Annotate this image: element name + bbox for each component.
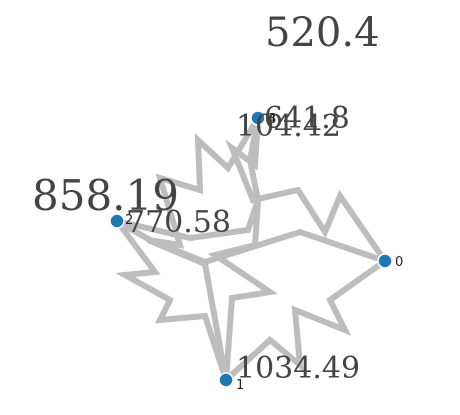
floating-value-label-1: 858.19 — [32, 171, 179, 220]
edge-2-0 — [115, 218, 386, 266]
edges-layer — [114, 116, 388, 383]
node-value-label-3: 641.8 — [264, 101, 350, 136]
edge-3-2 — [116, 117, 262, 242]
node-id-label-0: 0 — [395, 255, 403, 270]
floating-value-label-0: 520.4 — [265, 10, 380, 56]
node-0[interactable] — [377, 253, 393, 269]
node-1[interactable] — [218, 372, 234, 388]
edge-2-1 — [114, 219, 229, 381]
nodes-layer — [109, 110, 393, 388]
node-id-label-3: 3 — [268, 112, 276, 127]
node-id-label-2: 2 — [125, 213, 133, 228]
node-4[interactable] — [250, 110, 266, 126]
node-value-label-4: 104.42 — [236, 109, 341, 144]
node-id-label-4: 4 — [268, 112, 276, 127]
node-value-label-1: 1034.49 — [236, 351, 360, 386]
edge-mid-1 — [207, 199, 279, 381]
node-id-label-1: 1 — [236, 378, 244, 393]
node-value-label-2: 770.58 — [126, 205, 231, 240]
edge-0-1 — [223, 258, 387, 383]
node-2[interactable] — [109, 213, 125, 229]
